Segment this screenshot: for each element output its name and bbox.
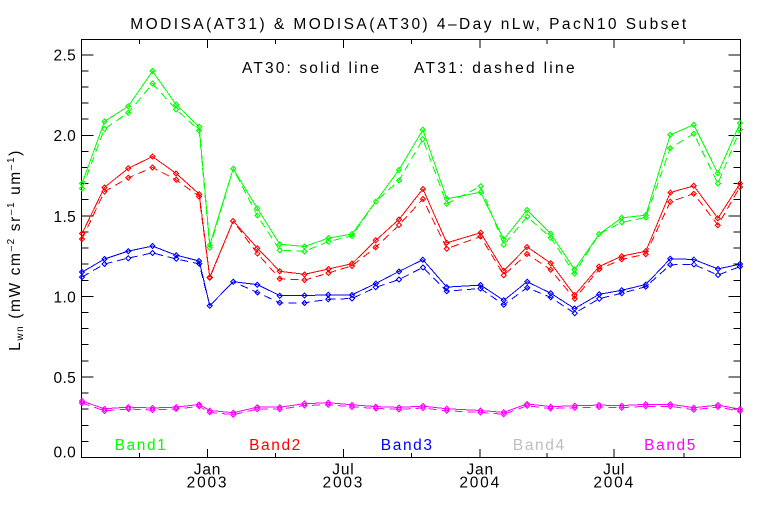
svg-text:2003: 2003 bbox=[187, 475, 229, 492]
svg-text:0.0: 0.0 bbox=[54, 444, 77, 461]
svg-text:Lwn (mW cm–2 sr–1 um–1): Lwn (mW cm–2 sr–1 um–1) bbox=[6, 149, 26, 351]
svg-text:1.0: 1.0 bbox=[54, 289, 77, 306]
svg-text:Band4: Band4 bbox=[513, 437, 566, 454]
svg-text:Jul: Jul bbox=[603, 462, 625, 479]
svg-text:AT31: dashed line: AT31: dashed line bbox=[414, 60, 577, 77]
svg-text:1.5: 1.5 bbox=[54, 209, 76, 226]
svg-text:MODISA(AT31) & MODISA(AT30) 4–: MODISA(AT31) & MODISA(AT30) 4–Day nLw, P… bbox=[130, 16, 688, 33]
svg-text:2.5: 2.5 bbox=[54, 48, 76, 65]
svg-text:AT30: solid line: AT30: solid line bbox=[242, 60, 381, 77]
svg-text:Band2: Band2 bbox=[249, 437, 302, 454]
svg-text:0.5: 0.5 bbox=[54, 370, 76, 387]
svg-text:Jan: Jan bbox=[194, 462, 221, 479]
svg-text:Jan: Jan bbox=[466, 462, 493, 479]
svg-text:2004: 2004 bbox=[593, 475, 635, 492]
svg-text:2.0: 2.0 bbox=[54, 128, 77, 145]
svg-text:Band3: Band3 bbox=[381, 437, 434, 454]
svg-text:2004: 2004 bbox=[459, 475, 501, 492]
svg-text:Band5: Band5 bbox=[644, 437, 697, 454]
svg-text:2003: 2003 bbox=[323, 475, 365, 492]
svg-text:Band1: Band1 bbox=[115, 437, 168, 454]
svg-text:Jul: Jul bbox=[332, 462, 354, 479]
